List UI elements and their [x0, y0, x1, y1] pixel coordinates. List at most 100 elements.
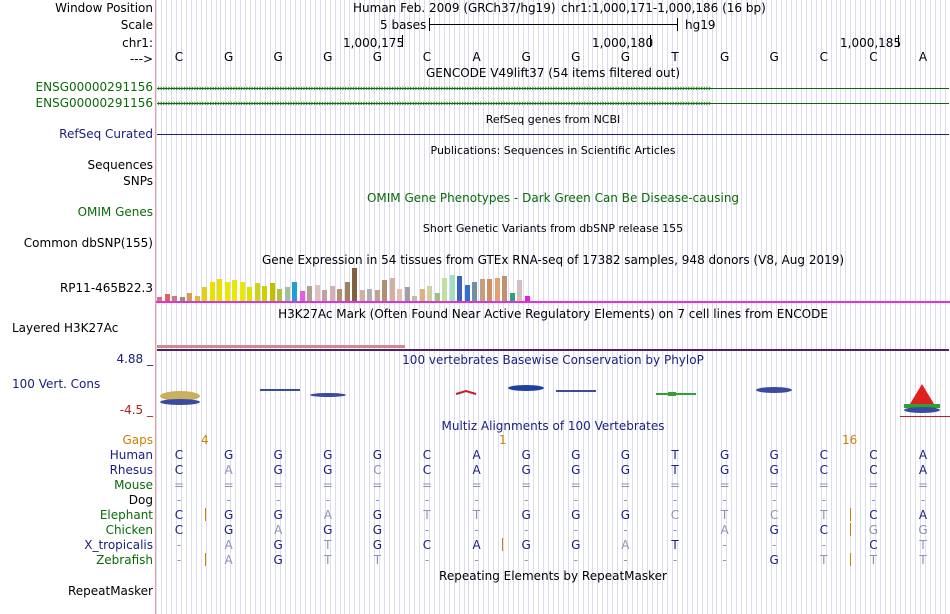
gtex-bar[interactable] [367, 288, 372, 301]
gtex-bar[interactable] [187, 292, 192, 301]
species-label[interactable]: Mouse [114, 478, 153, 492]
aligned-base: = [917, 478, 929, 492]
gtex-bar[interactable] [194, 295, 200, 301]
gtex-bar[interactable] [359, 290, 365, 301]
species-label[interactable]: Human [109, 448, 153, 462]
gtex-bar[interactable] [307, 285, 312, 301]
label-repeatmasker[interactable]: RepeatMasker [67, 584, 153, 598]
species-label[interactable]: X_tropicalis [84, 538, 153, 552]
species-label[interactable]: Elephant [99, 508, 153, 522]
label-ensg-1[interactable]: ENSG00000291156 [35, 80, 153, 94]
gtex-bar[interactable] [487, 279, 492, 301]
aligned-base: A [323, 508, 332, 522]
gtex-bar[interactable] [299, 291, 305, 301]
gtex-bar[interactable] [172, 295, 177, 301]
gtex-bar[interactable] [502, 276, 507, 301]
aligned-base: G [323, 463, 333, 477]
aligned-base: C [869, 463, 878, 477]
gtex-bar[interactable] [239, 281, 245, 301]
gtex-bar[interactable] [262, 285, 267, 301]
grid-line [686, 0, 688, 614]
gtex-bar[interactable] [329, 285, 335, 301]
label-sequences[interactable]: Sequences [87, 158, 153, 172]
gtex-bar[interactable] [472, 281, 477, 301]
refseq-gene-line[interactable] [157, 134, 949, 135]
aligned-base: = [769, 478, 780, 492]
gtex-bar[interactable] [464, 284, 470, 301]
gtex-bar[interactable] [412, 295, 417, 301]
gtex-bar[interactable] [389, 277, 395, 301]
gtex-bar[interactable] [442, 277, 447, 301]
gtex-bar[interactable] [419, 288, 425, 301]
gtex-bar[interactable] [427, 285, 432, 301]
grid-line [160, 0, 162, 614]
aligned-base: G [323, 523, 333, 537]
gtex-bar[interactable] [404, 287, 410, 301]
base: G [719, 50, 730, 64]
gtex-bar[interactable] [509, 292, 515, 301]
phylop-logos[interactable] [156, 380, 950, 420]
gtex-bar[interactable] [179, 296, 185, 301]
grid-line [508, 0, 510, 614]
aligned-base: - [325, 493, 330, 507]
aligned-base: = [620, 478, 631, 492]
gtex-bar[interactable] [344, 281, 350, 301]
grid-line [349, 0, 351, 614]
grid-line [532, 0, 534, 614]
gtex-bar[interactable] [517, 280, 522, 301]
species-label[interactable]: Zebrafish [96, 553, 153, 567]
gtex-bar[interactable] [284, 287, 290, 301]
gtex-bar[interactable] [254, 283, 260, 301]
grid-line [830, 0, 832, 614]
gtex-bar-chart[interactable] [157, 268, 557, 301]
gtex-bar[interactable] [277, 288, 282, 301]
species-label[interactable]: Rhesus [109, 463, 153, 477]
gtex-bar[interactable] [524, 295, 530, 301]
gtex-bar[interactable] [434, 292, 440, 301]
gtex-bar[interactable] [322, 290, 327, 301]
gtex-bar[interactable] [457, 276, 462, 301]
gencode-line-2 [157, 103, 949, 104]
gtex-bar[interactable] [337, 288, 342, 301]
gencode-transcript-1[interactable]: ››››››››››››››››››››››››››››››››››››››››… [157, 84, 712, 94]
label-refseq[interactable]: RefSeq Curated [59, 127, 153, 141]
gtex-bar[interactable] [479, 279, 485, 301]
gtex-bar[interactable] [374, 290, 380, 301]
scale-bar-left-tick [429, 18, 430, 31]
gtex-bar[interactable] [164, 294, 170, 301]
gtex-bar[interactable] [397, 288, 402, 301]
label-ensg-2[interactable]: ENSG00000291156 [35, 96, 153, 110]
position-readout: chr1:1,000,171-1,000,186 (16 bp) [561, 1, 766, 15]
species-label[interactable]: Dog [128, 493, 153, 507]
gtex-bar[interactable] [494, 277, 500, 301]
gtex-bar[interactable] [449, 274, 455, 301]
gtex-bar[interactable] [352, 268, 357, 301]
grid-line [885, 0, 887, 614]
gencode-transcript-2[interactable]: ››››››››››››››››››››››››››››››››››››››››… [157, 99, 712, 109]
gtex-bar[interactable] [382, 280, 387, 301]
label-snps[interactable]: SNPs [123, 174, 153, 188]
aligned-base: G [769, 523, 779, 537]
aligned-base: G [620, 463, 631, 477]
gtex-bar[interactable] [247, 287, 252, 301]
gtex-bar[interactable] [224, 281, 230, 301]
aligned-base: G [223, 523, 234, 537]
gtex-bar[interactable] [292, 281, 297, 301]
aligned-base: T [820, 508, 828, 522]
label-omim[interactable]: OMIM Genes [77, 205, 153, 219]
label-rp11[interactable]: RP11-465B22.3 [59, 281, 153, 295]
label-dbsnp[interactable]: Common dbSNP(155) [23, 236, 153, 250]
grid-line [855, 0, 857, 614]
species-label[interactable]: Chicken [105, 523, 153, 537]
gtex-bar[interactable] [157, 296, 162, 301]
gtex-bar[interactable] [269, 283, 275, 301]
label-h3k27[interactable]: Layered H3K27Ac [12, 321, 119, 335]
gtex-bar[interactable] [232, 280, 237, 301]
gtex-bar[interactable] [202, 287, 207, 301]
gtex-bar[interactable] [217, 279, 222, 301]
grid-line [810, 0, 812, 614]
grid-line [909, 0, 911, 614]
gtex-bar[interactable] [209, 281, 215, 301]
gtex-bar[interactable] [314, 284, 320, 301]
label-cons[interactable]: 100 Vert. Cons [12, 377, 101, 391]
